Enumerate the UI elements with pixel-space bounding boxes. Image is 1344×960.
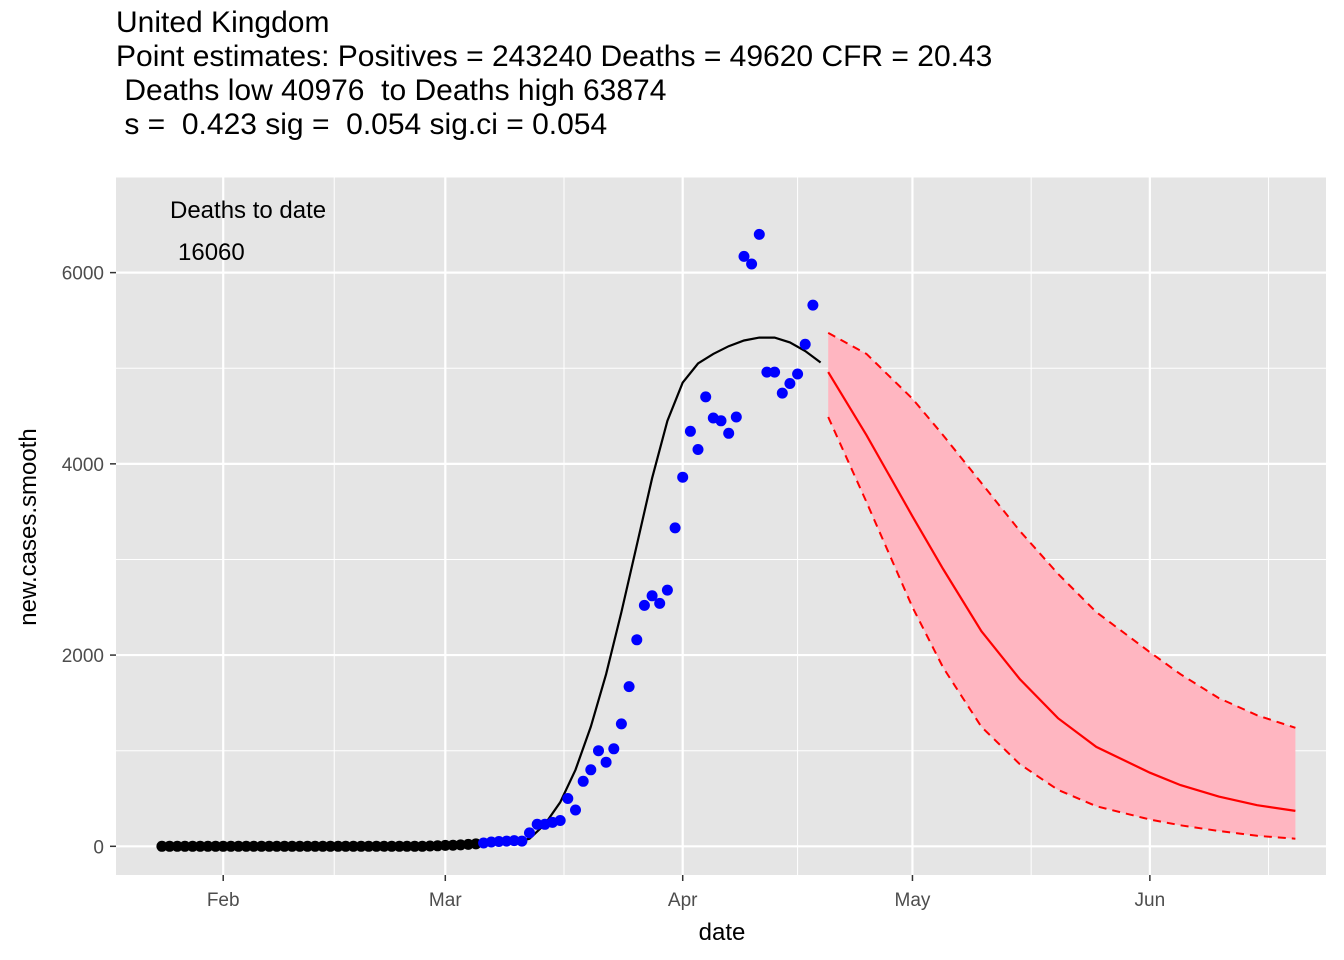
- data-point: [807, 299, 819, 311]
- y-tick-label: 2000: [62, 646, 104, 667]
- x-tick-label: Apr: [668, 890, 698, 911]
- data-point: [202, 840, 214, 852]
- data-point: [669, 522, 681, 534]
- data-point: [677, 471, 689, 483]
- data-point: [646, 590, 658, 602]
- data-point: [156, 840, 168, 852]
- data-point: [738, 250, 750, 262]
- data-point: [409, 840, 421, 852]
- data-point: [370, 840, 382, 852]
- data-point: [654, 597, 666, 609]
- y-tick-label: 6000: [62, 264, 104, 285]
- data-point: [363, 840, 375, 852]
- data-point: [309, 840, 321, 852]
- title-line-deaths-range: Deaths low 40976 to Deaths high 63874: [116, 74, 667, 107]
- y-axis-title: new.cases.smooth: [15, 428, 42, 625]
- data-point: [271, 840, 283, 852]
- data-point: [792, 368, 804, 380]
- data-point: [638, 599, 650, 611]
- data-point: [554, 815, 566, 826]
- data-point: [416, 840, 428, 852]
- data-point: [730, 411, 742, 423]
- data-point: [623, 681, 635, 693]
- forecast-confidence-band: [828, 332, 1296, 839]
- forecast-upper-bound: [827, 332, 1296, 729]
- data-point: [194, 840, 206, 852]
- data-point: [684, 425, 696, 437]
- data-point: [615, 718, 627, 730]
- data-point: [171, 840, 183, 852]
- data-point: [570, 804, 581, 816]
- data-point: [439, 839, 451, 851]
- title-line-parameters: s = 0.423 sig = 0.054 sig.ci = 0.054: [116, 108, 608, 141]
- data-point: [577, 775, 589, 787]
- chart-title: United Kingdom Point estimates: Positive…: [116, 6, 992, 142]
- data-point: [179, 840, 191, 852]
- y-tick-label: 0: [93, 837, 104, 858]
- data-point: [715, 415, 727, 427]
- data-point: [279, 840, 290, 852]
- data-point: [769, 366, 781, 378]
- forecast-central-line: [827, 371, 1296, 812]
- data-point: [784, 378, 796, 389]
- data-point: [210, 840, 222, 852]
- annotation-deaths-value: 16060: [178, 239, 245, 266]
- forecast-band-layer: [828, 332, 1296, 839]
- data-point: [585, 764, 597, 776]
- y-tick-label: 4000: [62, 455, 104, 476]
- data-point: [256, 840, 267, 852]
- data-point: [516, 835, 528, 847]
- data-point: [240, 840, 252, 852]
- axes: 0 2000 4000 6000 Feb Mar Apr May Jun: [62, 264, 1165, 911]
- data-point: [631, 634, 643, 646]
- x-tick-label: May: [895, 890, 931, 911]
- data-point: [302, 840, 313, 852]
- data-point: [355, 840, 367, 852]
- data-point: [233, 840, 244, 852]
- data-point: [661, 584, 673, 596]
- title-line-country: United Kingdom: [116, 6, 330, 39]
- x-tick-label: Jun: [1135, 890, 1166, 911]
- annotation-deaths-label: Deaths to date: [170, 197, 326, 224]
- data-point: [324, 840, 336, 852]
- data-point: [378, 840, 390, 852]
- data-point: [700, 391, 712, 403]
- data-point: [187, 840, 199, 852]
- gridlines: [116, 176, 1326, 875]
- data-point: [593, 745, 604, 757]
- data-point: [608, 743, 620, 755]
- title-line-point-estimates: Point estimates: Positives = 243240 Deat…: [116, 40, 993, 73]
- data-point: [393, 840, 405, 852]
- data-point: [164, 840, 176, 852]
- x-tick-label: Mar: [429, 890, 462, 911]
- data-point: [692, 444, 704, 455]
- x-tick-label: Feb: [207, 890, 240, 911]
- data-point: [600, 756, 612, 768]
- data-point: [217, 840, 229, 852]
- data-point: [286, 840, 298, 852]
- x-axis-title: date: [699, 919, 746, 946]
- point-layer: [156, 228, 819, 852]
- data-point: [531, 818, 543, 830]
- data-point: [746, 258, 758, 270]
- data-point: [401, 840, 413, 852]
- data-point: [294, 840, 306, 852]
- data-point: [753, 228, 765, 240]
- data-point: [524, 827, 535, 839]
- data-point: [332, 840, 344, 852]
- data-point: [347, 840, 359, 852]
- data-point: [317, 840, 329, 852]
- data-point: [386, 840, 398, 852]
- data-point: [799, 338, 811, 350]
- data-point: [225, 840, 237, 852]
- data-point: [340, 840, 352, 852]
- data-point: [248, 840, 260, 852]
- data-point: [776, 387, 788, 399]
- data-point: [723, 427, 735, 439]
- data-point: [761, 366, 773, 378]
- data-point: [263, 840, 275, 852]
- data-point: [562, 793, 574, 804]
